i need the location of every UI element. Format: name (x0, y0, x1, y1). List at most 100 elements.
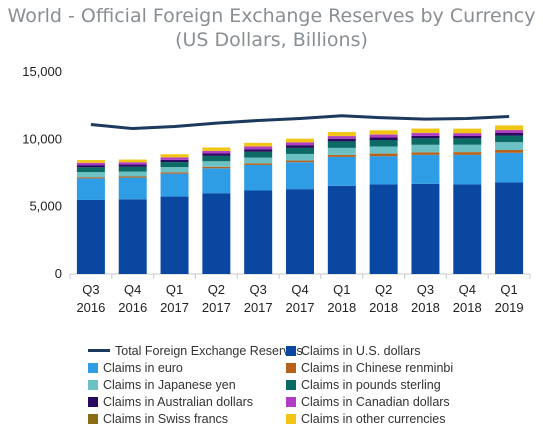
x-tick-label-year: 2017 (160, 300, 189, 315)
bar-segment (244, 163, 273, 165)
legend-swatch (88, 413, 98, 424)
bar-segment (327, 136, 356, 139)
bar-segment (369, 130, 398, 135)
bar-segment (369, 137, 398, 141)
x-tick-label-year: 2019 (495, 300, 524, 315)
bar-segment (118, 199, 147, 274)
bar-segment (76, 162, 105, 166)
legend-swatch (88, 396, 98, 407)
legend-item: Claims in euro (88, 360, 286, 375)
bar-segment (327, 132, 356, 136)
x-tick-label-year: 2017 (202, 300, 231, 315)
x-tick-label-year: 2016 (76, 300, 105, 315)
legend-swatch (286, 396, 296, 407)
legend-label: Claims in U.S. dollars (301, 343, 421, 358)
legend-item: Claims in Australian dollars (88, 394, 286, 409)
legend-label: Claims in pounds sterling (301, 377, 441, 392)
bar-segment (327, 138, 356, 142)
bar-segment (244, 149, 273, 152)
bar-segment (495, 152, 524, 183)
bar-segment (160, 159, 189, 163)
legend-item: Claims in Swiss francs (88, 411, 286, 426)
bar-segment (453, 128, 482, 134)
x-tick-label-year: 2017 (244, 300, 273, 315)
bar-segment (244, 151, 273, 158)
legend-item: Claims in U.S. dollars (286, 343, 486, 358)
bar-segment (286, 153, 314, 161)
x-tick-label-quarter: Q3 (82, 282, 99, 297)
bar-segment (202, 166, 231, 169)
bar-segment (76, 160, 105, 163)
bar-segment (327, 156, 356, 186)
bar-segment (286, 189, 314, 274)
x-tick-label-year: 2016 (118, 300, 147, 315)
bar-segment (411, 135, 440, 139)
bar-segment (202, 155, 231, 162)
x-tick-label-year: 2018 (327, 300, 356, 315)
bar-segment (160, 154, 189, 158)
bar-segment (453, 135, 482, 139)
legend-swatch (88, 379, 98, 390)
bar-segment (118, 162, 147, 165)
bar-segment (495, 125, 524, 130)
chart-title-line2: (US Dollars, Billions) (175, 29, 368, 51)
bar-segment (327, 147, 356, 155)
legend-label: Claims in euro (103, 360, 183, 375)
bar-segment (160, 173, 189, 197)
x-tick-label-quarter: Q1 (333, 282, 350, 297)
bar-segment (202, 147, 231, 151)
bar-segment (244, 142, 273, 147)
bar-segment (160, 172, 189, 174)
bar-segment (160, 196, 189, 274)
bar-segment (453, 138, 482, 145)
bar-segment (453, 152, 482, 155)
legend-swatch (286, 362, 296, 373)
legend-item: Claims in other currencies (286, 411, 486, 426)
legend-item: Claims in pounds sterling (286, 377, 486, 392)
x-tick-label-quarter: Q4 (459, 282, 476, 297)
x-tick-label-quarter: Q2 (375, 282, 392, 297)
legend-label: Claims in Swiss francs (103, 411, 229, 426)
legend-label: Claims in Chinese renminbi (301, 360, 454, 375)
chart-legend: Total Foreign Exchange Reserves Claims in… (88, 343, 508, 426)
bar-segment (244, 146, 273, 150)
bar-segment (160, 167, 189, 173)
bar-segment (495, 149, 524, 153)
bar-segment (369, 146, 398, 154)
bar-segment (495, 130, 524, 134)
bar-segment (118, 171, 147, 177)
bar-segment (495, 182, 524, 274)
legend-label: Claims in other currencies (301, 411, 446, 426)
bar-segment (160, 157, 189, 160)
bar-segment (202, 151, 231, 154)
legend-item: Total Foreign Exchange Reserves (88, 343, 303, 358)
bar-segment (453, 144, 482, 153)
bar-segment (286, 160, 314, 163)
bar-segment (411, 128, 440, 133)
bar-segment (118, 159, 147, 163)
bar-segment (76, 177, 105, 179)
bar-segment (244, 164, 273, 191)
bar-segment (76, 178, 105, 200)
legend-swatch (286, 379, 296, 390)
bar-segment (369, 153, 398, 157)
bar-segment (202, 161, 231, 167)
x-tick-label-quarter: Q1 (500, 282, 517, 297)
x-tick-label-year: 2018 (411, 300, 440, 315)
y-tick-label: 5,000 (29, 199, 62, 214)
chart-title-line1: World - Official Foreign Exchange Reserv… (7, 5, 536, 27)
legend-swatch (286, 345, 296, 356)
bar-segment (202, 193, 231, 274)
bar-segment (76, 172, 105, 178)
legend-item: Claims in Chinese renminbi (286, 360, 486, 375)
y-tick-label: 15,000 (22, 64, 62, 79)
bar-segment (118, 166, 147, 172)
bar-segment (495, 133, 524, 136)
x-tick-label-quarter: Q1 (166, 282, 183, 297)
chart-title: World - Official Foreign Exchange Reserv… (0, 4, 543, 52)
bar-segment (453, 154, 482, 185)
bar-segment (286, 138, 314, 143)
bar-segment (76, 199, 105, 274)
